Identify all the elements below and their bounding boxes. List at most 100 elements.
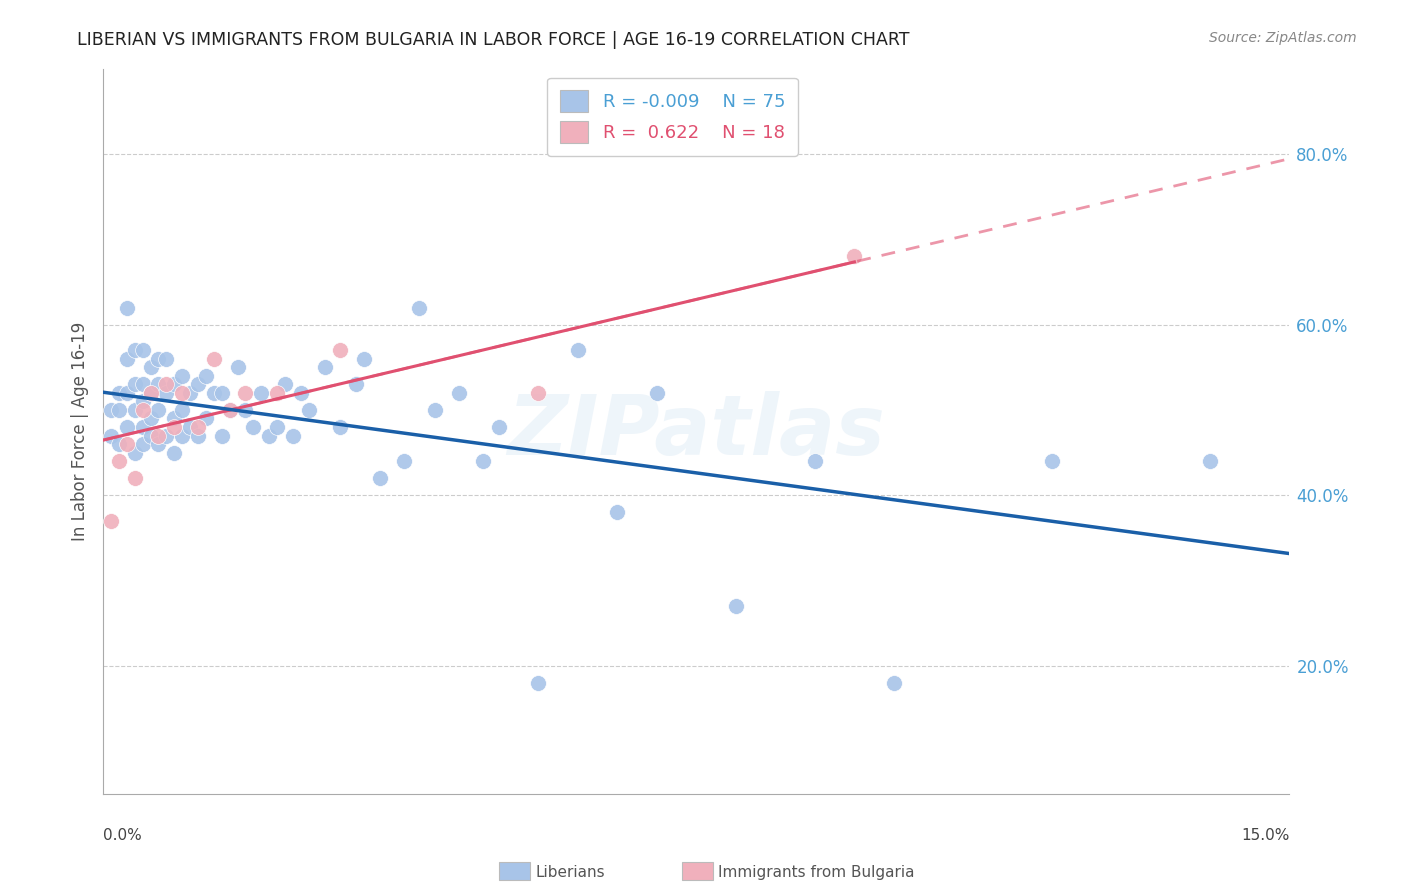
Point: [471, 454, 494, 468]
Point: [115, 301, 138, 315]
Point: [131, 437, 153, 451]
Point: [131, 343, 153, 358]
Point: [606, 505, 628, 519]
Point: [163, 445, 186, 459]
Point: [844, 249, 866, 263]
Point: [108, 437, 131, 451]
Point: [172, 385, 194, 400]
Point: [163, 377, 186, 392]
Point: [235, 385, 257, 400]
Point: [290, 385, 312, 400]
Text: LIBERIAN VS IMMIGRANTS FROM BULGARIA IN LABOR FORCE | AGE 16-19 CORRELATION CHAR: LIBERIAN VS IMMIGRANTS FROM BULGARIA IN …: [77, 31, 910, 49]
Point: [100, 514, 122, 528]
Point: [257, 428, 280, 442]
Point: [100, 403, 122, 417]
Text: 15.0%: 15.0%: [1241, 828, 1289, 843]
Point: [724, 599, 747, 614]
Point: [155, 351, 177, 366]
Point: [163, 411, 186, 425]
Point: [139, 385, 162, 400]
Point: [172, 368, 194, 383]
Text: 0.0%: 0.0%: [103, 828, 142, 843]
Point: [131, 394, 153, 409]
Point: [235, 403, 257, 417]
Point: [139, 360, 162, 375]
Point: [148, 428, 170, 442]
Point: [124, 343, 146, 358]
Point: [883, 676, 905, 690]
Point: [100, 428, 122, 442]
Point: [139, 428, 162, 442]
Point: [527, 385, 550, 400]
Point: [148, 403, 170, 417]
Point: [1040, 454, 1063, 468]
Point: [314, 360, 336, 375]
Point: [194, 368, 217, 383]
Point: [266, 420, 288, 434]
Point: [368, 471, 391, 485]
Point: [115, 385, 138, 400]
Point: [179, 420, 201, 434]
Point: [172, 428, 194, 442]
Point: [148, 437, 170, 451]
Point: [281, 428, 304, 442]
Point: [124, 403, 146, 417]
Point: [124, 471, 146, 485]
Text: Liberians: Liberians: [536, 865, 606, 880]
Point: [353, 351, 375, 366]
Point: [155, 428, 177, 442]
Point: [108, 454, 131, 468]
Point: [148, 377, 170, 392]
Point: [211, 428, 233, 442]
Point: [172, 403, 194, 417]
Point: [211, 385, 233, 400]
Point: [139, 411, 162, 425]
Point: [202, 351, 225, 366]
Point: [567, 343, 589, 358]
Point: [194, 411, 217, 425]
Point: [242, 420, 264, 434]
Point: [488, 420, 510, 434]
Point: [202, 385, 225, 400]
Point: [131, 377, 153, 392]
Text: Immigrants from Bulgaria: Immigrants from Bulgaria: [718, 865, 915, 880]
Point: [124, 445, 146, 459]
Point: [139, 385, 162, 400]
Point: [155, 377, 177, 392]
Point: [108, 385, 131, 400]
Point: [226, 360, 249, 375]
Point: [298, 403, 321, 417]
Point: [329, 420, 352, 434]
Point: [179, 385, 201, 400]
Point: [115, 420, 138, 434]
Point: [108, 403, 131, 417]
Point: [425, 403, 447, 417]
Point: [163, 420, 186, 434]
Point: [115, 351, 138, 366]
Point: [218, 403, 240, 417]
Point: [266, 385, 288, 400]
Point: [148, 351, 170, 366]
Point: [645, 385, 668, 400]
Point: [408, 301, 430, 315]
Point: [218, 403, 240, 417]
Point: [392, 454, 415, 468]
Legend: R = -0.009    N = 75, R =  0.622    N = 18: R = -0.009 N = 75, R = 0.622 N = 18: [547, 78, 799, 156]
Point: [527, 676, 550, 690]
Point: [131, 420, 153, 434]
Point: [115, 437, 138, 451]
Point: [274, 377, 297, 392]
Text: ZIPatlas: ZIPatlas: [508, 391, 886, 472]
Point: [124, 377, 146, 392]
Text: Source: ZipAtlas.com: Source: ZipAtlas.com: [1209, 31, 1357, 45]
Point: [329, 343, 352, 358]
Point: [344, 377, 367, 392]
Y-axis label: In Labor Force | Age 16-19: In Labor Force | Age 16-19: [72, 322, 89, 541]
Point: [447, 385, 470, 400]
Point: [155, 385, 177, 400]
Point: [804, 454, 827, 468]
Point: [250, 385, 273, 400]
Point: [1199, 454, 1222, 468]
Point: [187, 420, 209, 434]
Point: [187, 377, 209, 392]
